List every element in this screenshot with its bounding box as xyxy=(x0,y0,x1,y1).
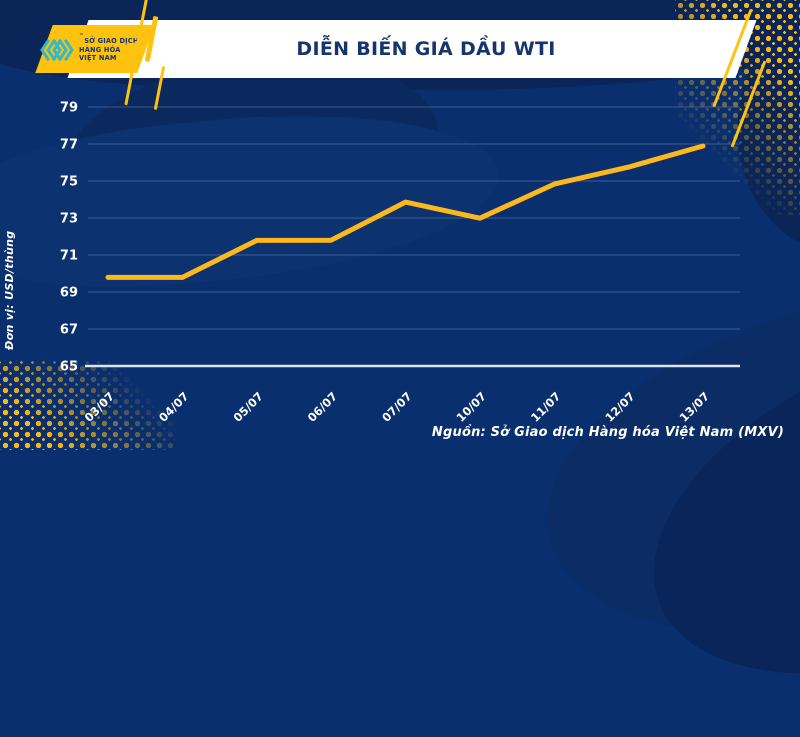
y-tick-label: 75 xyxy=(60,175,78,190)
x-tick-label: 03/07 xyxy=(82,389,118,425)
x-tick-label: 11/07 xyxy=(528,389,564,425)
y-tick-label: 67 xyxy=(60,323,78,338)
x-tick-label: 06/07 xyxy=(305,389,341,425)
price-line xyxy=(105,143,706,280)
y-tick-label: 65 xyxy=(60,360,78,375)
y-tick-label: 71 xyxy=(60,249,78,264)
mxv-chevron-icon xyxy=(40,38,74,62)
x-tick-label: 04/07 xyxy=(156,389,192,425)
x-tick-label: 05/07 xyxy=(230,389,266,425)
y-tick-label: 69 xyxy=(60,286,78,301)
source-note: Nguồn: Sở Giao dịch Hàng hóa Việt Nam (M… xyxy=(431,425,784,440)
logo-trademark: ™ xyxy=(79,33,85,40)
x-tick-label: 07/07 xyxy=(379,389,415,425)
x-tick-label: 12/07 xyxy=(602,389,638,425)
page-title: DIỄN BIẾN GIÁ DẦU WTI xyxy=(296,38,556,60)
y-axis-unit-label: Đơn vị: USD/thùng xyxy=(3,230,16,350)
y-tick-label: 77 xyxy=(60,138,78,153)
logo-org-name: ™SỞ GIAO DỊCH HÀNG HÓA VIỆT NAM xyxy=(79,33,139,63)
x-tick-label: 13/07 xyxy=(677,389,713,425)
y-tick-label: 79 xyxy=(60,101,78,116)
x-tick-label: 10/07 xyxy=(454,389,490,425)
y-tick-label: 73 xyxy=(60,212,78,227)
